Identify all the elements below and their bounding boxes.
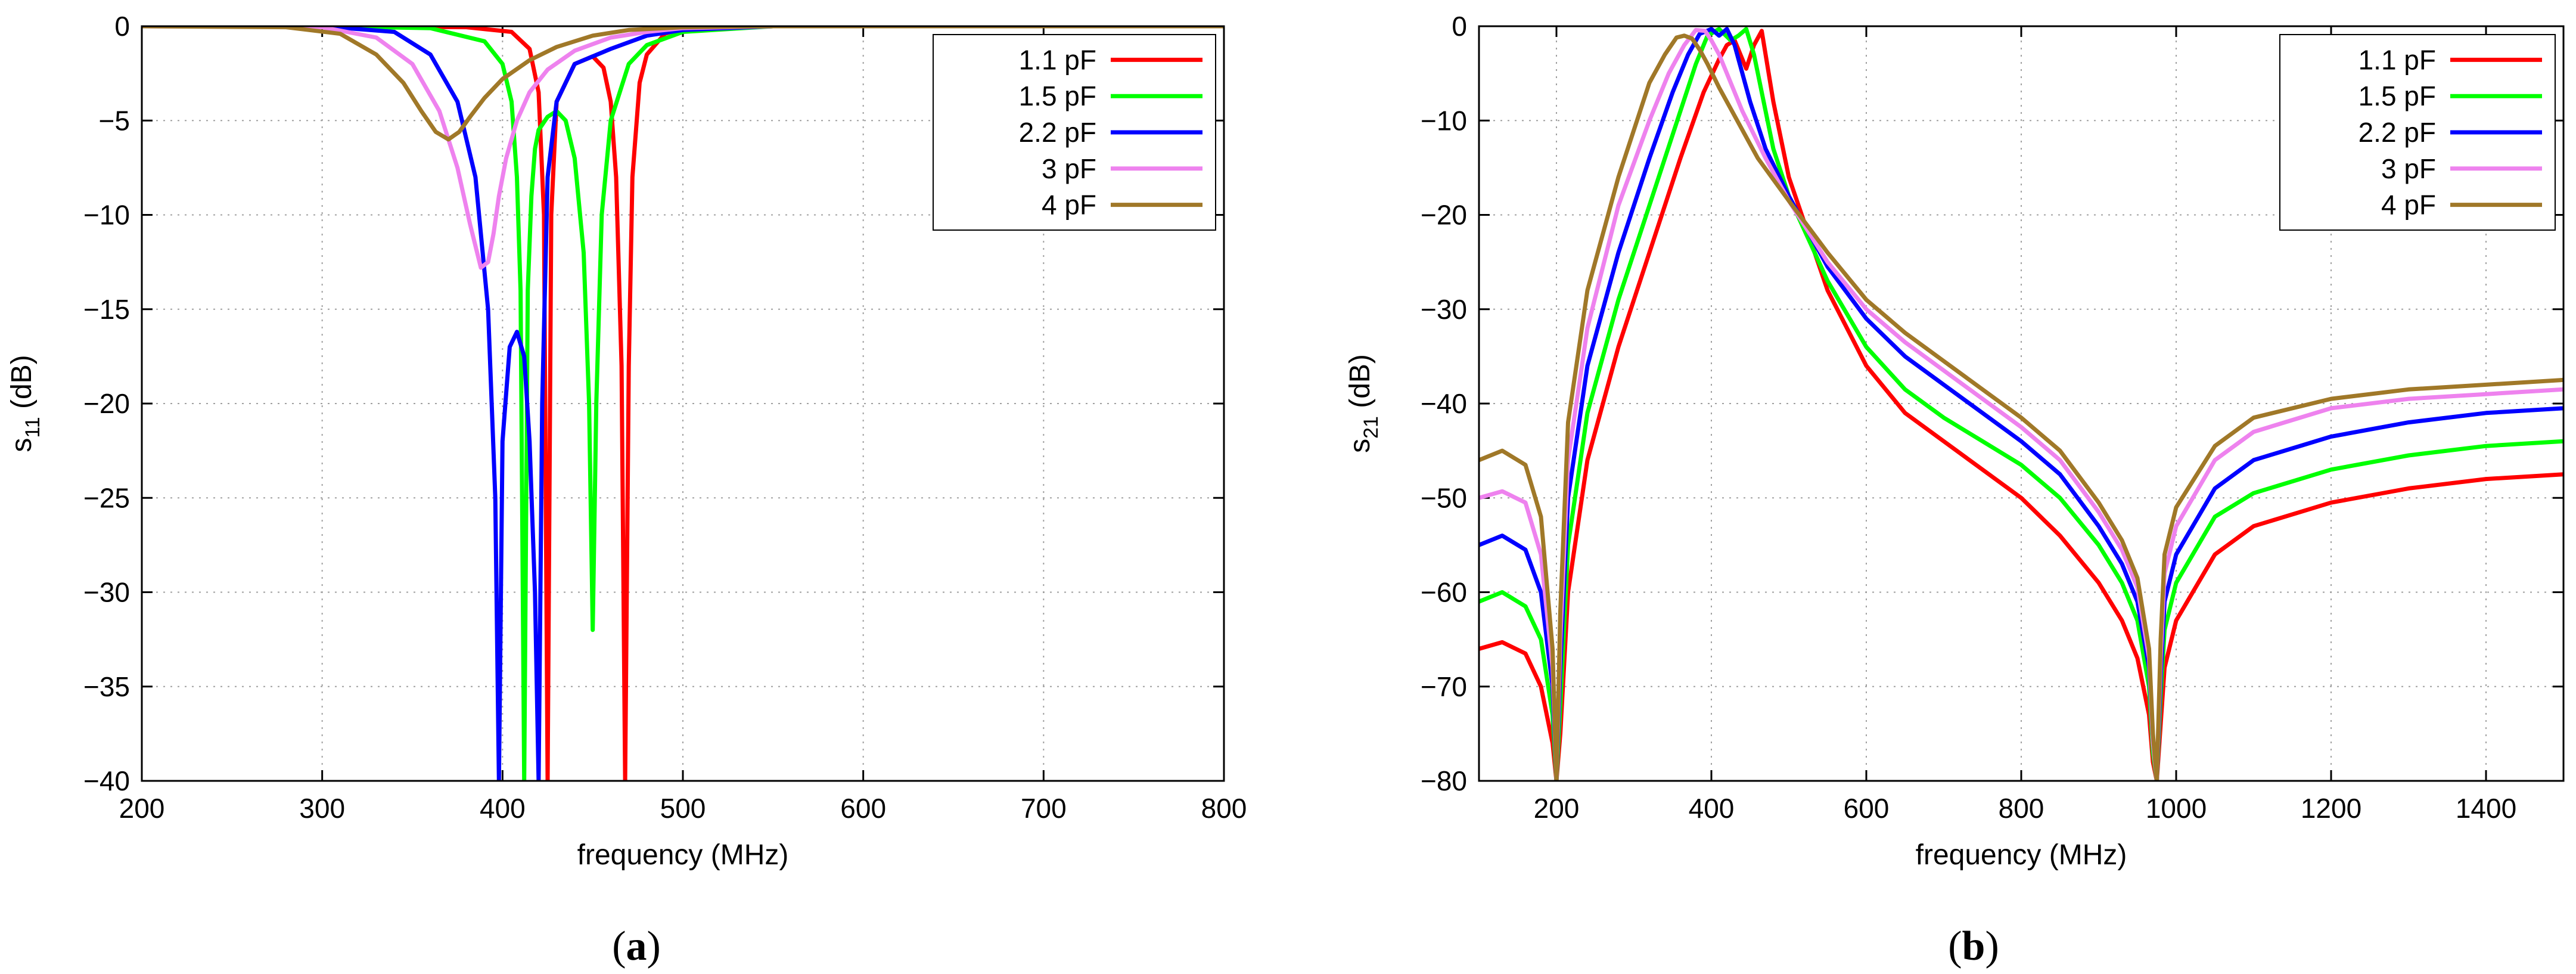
panel-a-curves	[142, 26, 1224, 781]
panel-a-legend-label: 4 pF	[1042, 190, 1096, 221]
panel-a-y-axis-label-main: s	[6, 438, 38, 452]
panel-b-legend-label: 3 pF	[2381, 153, 2436, 184]
panel-b-y-tick-label: −70	[1421, 671, 1467, 702]
panel-b-y-axis-label-subscript: 21	[1360, 416, 1382, 439]
panel-a-caption: (a)	[612, 923, 661, 969]
panel-b-caption-letter: b	[1962, 923, 1985, 969]
panel-b-x-tick-label: 200	[1534, 793, 1580, 824]
panel-b-y-tick-label: −30	[1421, 294, 1467, 325]
panel-a-plot-frame	[141, 25, 1225, 782]
panel-b-curves	[1479, 27, 2563, 781]
panel-b-legend-label: 1.1 pF	[2359, 44, 2436, 75]
panel-a-x-axis-label: frequency (MHz)	[577, 839, 789, 871]
panel-a-caption-letter: a	[626, 923, 647, 969]
panel-a-y-tick-label: −35	[83, 671, 130, 702]
panel-a-y-tick-label: −10	[83, 200, 130, 231]
panel-a-x-tick-label: 200	[119, 793, 165, 824]
panel-b-x-tick-label: 1000	[2146, 793, 2207, 824]
panel-b-series-line	[1479, 33, 2563, 781]
panel-b-y-tick-label: −80	[1421, 765, 1467, 796]
panel-b-y-axis-label-unit: (dB)	[1344, 354, 1376, 416]
panel-a-x-tick-label: 300	[299, 793, 345, 824]
panel-a-legend-label: 2.2 pF	[1019, 117, 1096, 148]
panel-b-y-tick-label: −10	[1421, 105, 1467, 136]
panel-a-series-line	[142, 26, 1224, 781]
panel-a-legend-label: 1.1 pF	[1019, 44, 1096, 75]
panel-b-caption: (b)	[1948, 923, 1999, 969]
panel-a-legend: 1.1 pF 1.5 pF 2.2 pF 3 pF 4 pF	[933, 34, 1216, 231]
panel-b-legend: 1.1 pF 1.5 pF 2.2 pF 3 pF 4 pF	[2279, 34, 2556, 231]
panel-b-y-tick-label: −40	[1421, 388, 1467, 419]
panel-a-y-axis-label-unit: (dB)	[6, 355, 38, 417]
panel-a-legend-label: 1.5 pF	[1019, 80, 1096, 111]
panel-b-legend-label: 1.5 pF	[2359, 80, 2436, 111]
panel-a-y-tick-label: 0	[114, 11, 130, 42]
panel-a-x-tick-label: 700	[1021, 793, 1067, 824]
panel-a-series-line	[142, 26, 1224, 781]
panel-a-series-line	[142, 26, 1224, 142]
panel-a-y-axis-label: s11 (dB)	[6, 355, 44, 452]
panel-a-x-tick-label: 500	[660, 793, 706, 824]
panel-a-legend-label: 3 pF	[1042, 153, 1096, 184]
panel-b-x-tick-label: 1400	[2456, 793, 2516, 824]
panel-b-y-tick-label: 0	[1452, 11, 1467, 42]
panel-b-x-tick-label: 800	[1999, 793, 2044, 824]
panel-a-x-tick-label: 800	[1201, 793, 1247, 824]
panel-b-x-tick-label: 400	[1689, 793, 1735, 824]
panel-b-legend-label: 2.2 pF	[2359, 117, 2436, 148]
panel-a-y-tick-label: −20	[83, 388, 130, 419]
panel-b: 200 400 600 800 1000 1200 1400 0 −10 −20 −30 −40 −50…	[1344, 11, 2565, 969]
panel-a-y-tick-label: −15	[83, 294, 130, 325]
panel-a-series-line	[142, 26, 1224, 781]
panel-b-plot-frame	[1478, 25, 2565, 782]
panel-b-legend-label: 4 pF	[2381, 190, 2436, 221]
panel-b-y-tick-label: −60	[1421, 577, 1467, 608]
panel-a-series-line	[142, 26, 1224, 270]
panel-a-y-tick-label: −5	[99, 105, 130, 136]
panel-b-series-line	[1479, 29, 2563, 781]
panel-b-x-tick-label: 1200	[2301, 793, 2361, 824]
panel-a-x-tick-label: 600	[840, 793, 886, 824]
panel-a-y-axis-label-subscript: 11	[21, 417, 44, 438]
panel-a-x-tick-label: 400	[480, 793, 526, 824]
panel-a-y-tick-label: −30	[83, 577, 130, 608]
panel-a-y-tick-label: −25	[83, 482, 130, 513]
panel-a: 200 300 400 500 600 700 800 0 −5 −10 −15 −20 −25 −30 −…	[6, 11, 1247, 969]
panel-b-y-axis-label-main: s	[1344, 439, 1376, 453]
panel-b-y-tick-label: −50	[1421, 482, 1467, 513]
panel-b-x-axis-label: frequency (MHz)	[1916, 839, 2127, 871]
panel-b-y-axis-label: s21 (dB)	[1344, 354, 1382, 453]
panel-a-y-tick-label: −40	[83, 765, 130, 796]
panel-b-x-tick-label: 600	[1844, 793, 1890, 824]
panel-b-y-tick-label: −20	[1421, 200, 1467, 231]
